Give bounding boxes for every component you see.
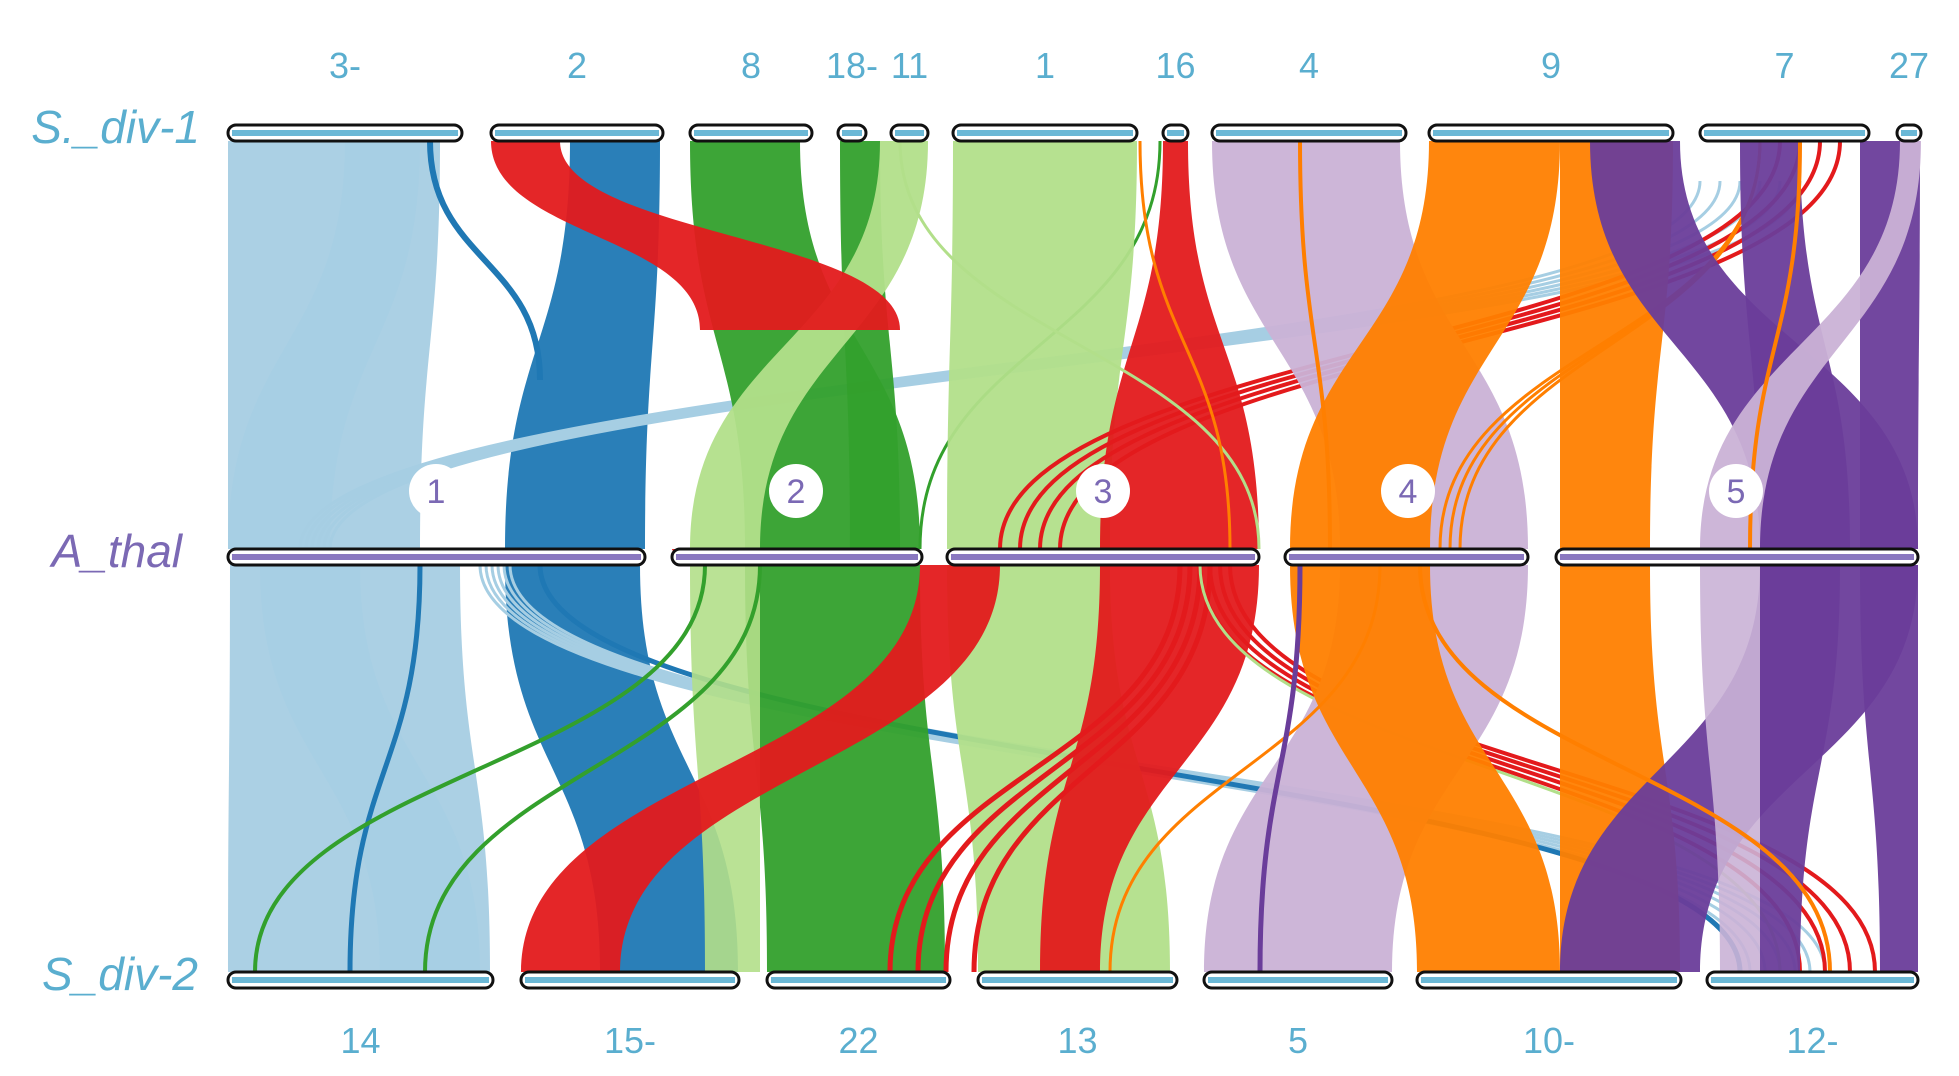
top-chromosome-fill [895,130,924,136]
bottom-chromosome-label: 10- [1523,1020,1575,1061]
top-chromosome-fill [694,130,808,136]
middle-chromosome-fill [676,554,918,560]
top-genome-track [226,123,1923,143]
bottom-chromosome-fill [1711,977,1914,983]
middle-chromosome-badge [769,464,823,518]
top-chromosome-fill [957,130,1133,136]
synteny-block [1700,565,1760,972]
synteny-block [228,141,420,549]
top-chromosome-fill [1216,130,1402,136]
synteny-link [1418,564,1832,973]
synteny-link [943,564,1203,973]
genome-label-middle: A_thal [49,525,184,577]
synteny-link [1138,140,1232,550]
bottom-chromosome-label: 14 [340,1020,380,1061]
bottom-chromosome-label: 13 [1057,1020,1097,1061]
top-chromosome-label: 1 [1035,45,1055,86]
top-chromosome-fill [1901,130,1917,136]
synteny-link [1108,564,1382,973]
bottom-chromosome-labels: 14 15- 22 13 5 10- 12- [340,1020,1838,1061]
synteny-block [491,141,900,330]
genome-label-top: S._div-1 [31,101,200,153]
middle-chromosome-badge [409,464,463,518]
bottom-chromosome-label: 22 [838,1020,878,1061]
genome-label-bottom: S_div-2 [42,948,198,1000]
synteny-block [521,565,1000,972]
middle-chromosome-badge [1709,464,1763,518]
bottom-chromosome-fill [771,977,946,983]
top-chromosome-label: 9 [1541,45,1561,86]
bottom-chromosome-label: 5 [1288,1020,1308,1061]
top-chromosome-fill [1167,130,1184,136]
top-chromosome-label: 16 [1155,45,1195,86]
synteny-link [887,564,1183,973]
middle-chromosome-fill [232,554,641,560]
synteny-link [347,564,423,973]
bottom-chromosome-label: 15- [604,1020,656,1061]
synteny-block [1860,141,1920,549]
top-chromosome-label: 4 [1299,45,1319,86]
top-chromosome-fill [1704,130,1865,136]
bottom-chromosome-label: 12- [1786,1020,1838,1061]
synteny-block [947,141,1137,549]
synteny-link [423,564,762,973]
synteny-link [915,564,1193,973]
middle-chromosome-badge [1381,464,1435,518]
middle-chromosome-badge [1076,464,1130,518]
synteny-link [1257,564,1303,973]
top-chromosome-fill [1433,130,1669,136]
middle-chromosome-fill [1289,554,1524,560]
top-chromosome-label: 27 [1889,45,1929,86]
synteny-link [1298,140,1332,550]
synteny-link [898,140,1261,550]
synteny-block [260,565,480,972]
synteny-ribbons [228,140,1921,973]
synteny-link [427,140,543,381]
synteny-block [1290,141,1560,549]
bottom-chromosome-fill [525,977,735,983]
synteny-link [971,564,1213,973]
top-chromosome-fill [232,130,458,136]
top-chromosome-label: 8 [741,45,761,86]
top-chromosome-label: 11 [891,45,928,86]
middle-genome-track [226,547,1920,567]
middle-chromosome-label: 3 [1094,473,1113,511]
synteny-block [840,141,900,549]
top-chromosome-label: 3- [329,45,361,86]
middle-chromosome-label: 4 [1399,473,1418,511]
synteny-block [1290,565,1560,972]
synteny-link [1228,564,1877,973]
top-chromosome-labels: 3- 2 8 18- 11 1 16 4 9 7 27 [329,45,1929,86]
synteny-block [505,565,738,972]
middle-chromosome-label: 1 [427,473,446,511]
top-chromosome-label: 18- [826,45,878,86]
middle-chromosome-badges: 1 2 3 4 5 [409,464,1763,518]
synteny-link [1218,564,1852,973]
middle-chromosome-fill [1560,554,1914,560]
bottom-chromosome-fill [232,977,489,983]
bottom-chromosome-fill [982,977,1173,983]
top-chromosome-fill [842,130,862,136]
synteny-block [1860,565,1918,972]
synteny-block [1760,565,1840,972]
synteny-link [253,564,707,973]
top-chromosome-label: 7 [1774,45,1794,86]
synteny-block [1040,565,1259,972]
bottom-chromosome-fill [1421,977,1677,983]
middle-chromosome-fill [951,554,1255,560]
middle-chromosome-label: 2 [787,473,806,511]
top-chromosome-fill [495,130,659,136]
top-chromosome-label: 2 [567,45,587,86]
middle-chromosome-label: 5 [1727,473,1746,511]
bottom-genome-track [226,970,1920,990]
synteny-block [690,141,928,549]
bottom-chromosome-fill [1208,977,1388,983]
